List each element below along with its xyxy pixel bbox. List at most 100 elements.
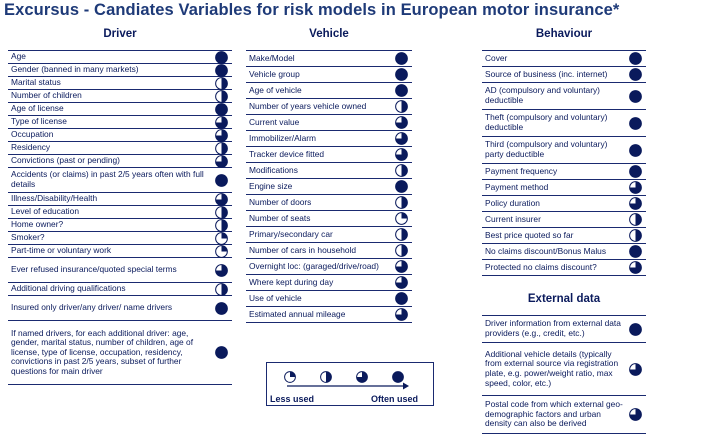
usage-pie-icon bbox=[215, 173, 228, 187]
list-item: Make/Model bbox=[246, 51, 412, 67]
usage-pie-icon bbox=[215, 301, 228, 315]
usage-pie-icon bbox=[215, 154, 228, 168]
list-item: Protected no claims discount? bbox=[482, 260, 646, 276]
list-item-label: Marital status bbox=[11, 77, 61, 88]
usage-pie-icon bbox=[395, 244, 408, 257]
list-item-label: Payment method bbox=[485, 181, 549, 192]
list-item-label: Age of license bbox=[11, 103, 64, 114]
legend-pie-icon bbox=[284, 371, 296, 383]
usage-pie-icon bbox=[215, 76, 228, 90]
usage-pie-icon bbox=[215, 102, 228, 116]
list-item-label: Payment frequency bbox=[485, 165, 558, 176]
driver-heading: Driver bbox=[103, 28, 137, 40]
list-item: Cover bbox=[482, 51, 646, 67]
list-item-label: Residency bbox=[11, 142, 51, 153]
usage-pie-icon bbox=[629, 89, 642, 103]
list-item: Tracker device fitted bbox=[246, 147, 412, 163]
usage-pie-icon bbox=[395, 164, 408, 177]
external-column: External data Driver information from ex… bbox=[482, 293, 646, 434]
list-item: Additional vehicle details (typically fr… bbox=[482, 343, 646, 396]
list-item-label: Number of cars in household bbox=[249, 244, 357, 255]
usage-pie-icon bbox=[395, 276, 408, 289]
list-item-label: Number of children bbox=[11, 90, 82, 101]
usage-pie-icon bbox=[215, 218, 228, 232]
driver-column: Driver Age Gender (banned in many markets… bbox=[8, 28, 232, 385]
list-item: Vehicle group bbox=[246, 67, 412, 83]
list-item-label: Policy duration bbox=[485, 197, 540, 208]
list-item: Payment frequency bbox=[482, 164, 646, 180]
list-item-label: If named drivers, for each additional dr… bbox=[11, 327, 194, 376]
usage-pie-icon bbox=[629, 68, 642, 81]
usage-pie-icon bbox=[395, 100, 408, 113]
list-item: If named drivers, for each additional dr… bbox=[8, 321, 232, 385]
list-item: No claims discount/Bonus Malus bbox=[482, 244, 646, 260]
list-item-label: Number of doors bbox=[249, 196, 312, 207]
list-item: Source of business (inc. internet) bbox=[482, 67, 646, 83]
usage-pie-icon bbox=[629, 52, 642, 65]
list-item: Illness/Disability/Health bbox=[8, 192, 232, 206]
list-item-label: Part-time or voluntary work bbox=[11, 245, 112, 256]
list-item-label: Make/Model bbox=[249, 52, 295, 63]
list-item: Gender (banned in many markets) bbox=[8, 63, 232, 77]
legend-often-label: Often used bbox=[371, 394, 419, 404]
list-item: Where kept during day bbox=[246, 275, 412, 291]
usage-pie-icon bbox=[629, 408, 642, 421]
list-item-label: Age of vehicle bbox=[249, 84, 302, 95]
list-item-label: Level of education bbox=[11, 206, 79, 217]
usage-pie-icon bbox=[395, 212, 408, 225]
list-item: Estimated annual mileage bbox=[246, 307, 412, 323]
list-item: Additional driving qualifications bbox=[8, 282, 232, 296]
usage-pie-icon bbox=[395, 68, 408, 81]
usage-pie-icon bbox=[629, 197, 642, 210]
list-item: Home owner? bbox=[8, 218, 232, 232]
list-item: Ever refused insurance/quoted special te… bbox=[8, 258, 232, 283]
list-item: Immobilizer/Alarm bbox=[246, 131, 412, 147]
list-item: Use of vehicle bbox=[246, 291, 412, 307]
list-item: Accidents (or claims) in past 2/5 years … bbox=[8, 168, 232, 193]
legend-arrow bbox=[287, 382, 409, 390]
list-item: Convictions (past or pending) bbox=[8, 154, 232, 168]
list-item-label: Best price quoted so far bbox=[485, 229, 574, 240]
list-item-label: Postal code from which external geo-demo… bbox=[485, 399, 623, 429]
list-item-label: Third (compulsory and voluntary) party d… bbox=[485, 139, 608, 159]
list-item: Policy duration bbox=[482, 196, 646, 212]
usage-pie-icon bbox=[629, 245, 642, 258]
list-item-label: Illness/Disability/Health bbox=[11, 193, 98, 204]
list-item: Number of children bbox=[8, 89, 232, 103]
usage-pie-icon bbox=[395, 196, 408, 209]
usage-pie-icon bbox=[629, 116, 642, 130]
list-item: Best price quoted so far bbox=[482, 228, 646, 244]
list-item-label: Source of business (inc. internet) bbox=[485, 68, 608, 79]
list-item-label: Driver information from external data pr… bbox=[485, 318, 621, 338]
usage-pie-icon bbox=[629, 322, 642, 336]
usage-pie-icon bbox=[215, 346, 228, 359]
list-item: Theft (compulsory and voluntary) deducti… bbox=[482, 110, 646, 137]
usage-pie-icon bbox=[629, 165, 642, 178]
behaviour-column: Behaviour Cover Source of business (inc. … bbox=[482, 28, 646, 276]
usage-pie-icon bbox=[395, 132, 408, 145]
list-item: Part-time or voluntary work bbox=[8, 244, 232, 258]
usage-pie-icon bbox=[215, 141, 228, 155]
usage-pie-icon bbox=[395, 116, 408, 129]
list-item-label: Accidents (or claims) in past 2/5 years … bbox=[11, 169, 204, 189]
list-item: Insured only driver/any driver/ name dri… bbox=[8, 296, 232, 321]
list-item: Occupation bbox=[8, 128, 232, 142]
list-item-label: Additional driving qualifications bbox=[11, 283, 126, 294]
behaviour-heading: Behaviour bbox=[535, 28, 593, 40]
vehicle-column: Vehicle Make/Model Vehicle group Age of ve… bbox=[246, 28, 412, 323]
list-item-label: Current value bbox=[249, 116, 300, 127]
usage-pie-icon bbox=[629, 229, 642, 242]
list-item-label: Current insurer bbox=[485, 213, 541, 224]
usage-pie-icon bbox=[629, 362, 642, 376]
list-item-label: Gender (banned in many markets) bbox=[11, 64, 139, 75]
list-item-label: Type of license bbox=[11, 116, 67, 127]
usage-pie-icon bbox=[395, 84, 408, 97]
usage-pie-icon bbox=[215, 244, 228, 258]
usage-pie-icon bbox=[215, 192, 228, 206]
external-list: Driver information from external data pr… bbox=[482, 315, 646, 434]
list-item: Residency bbox=[8, 141, 232, 155]
list-item-label: Tracker device fitted bbox=[249, 148, 325, 159]
external-heading: External data bbox=[527, 293, 601, 305]
list-item: Driver information from external data pr… bbox=[482, 316, 646, 343]
usage-pie-icon bbox=[215, 115, 228, 129]
